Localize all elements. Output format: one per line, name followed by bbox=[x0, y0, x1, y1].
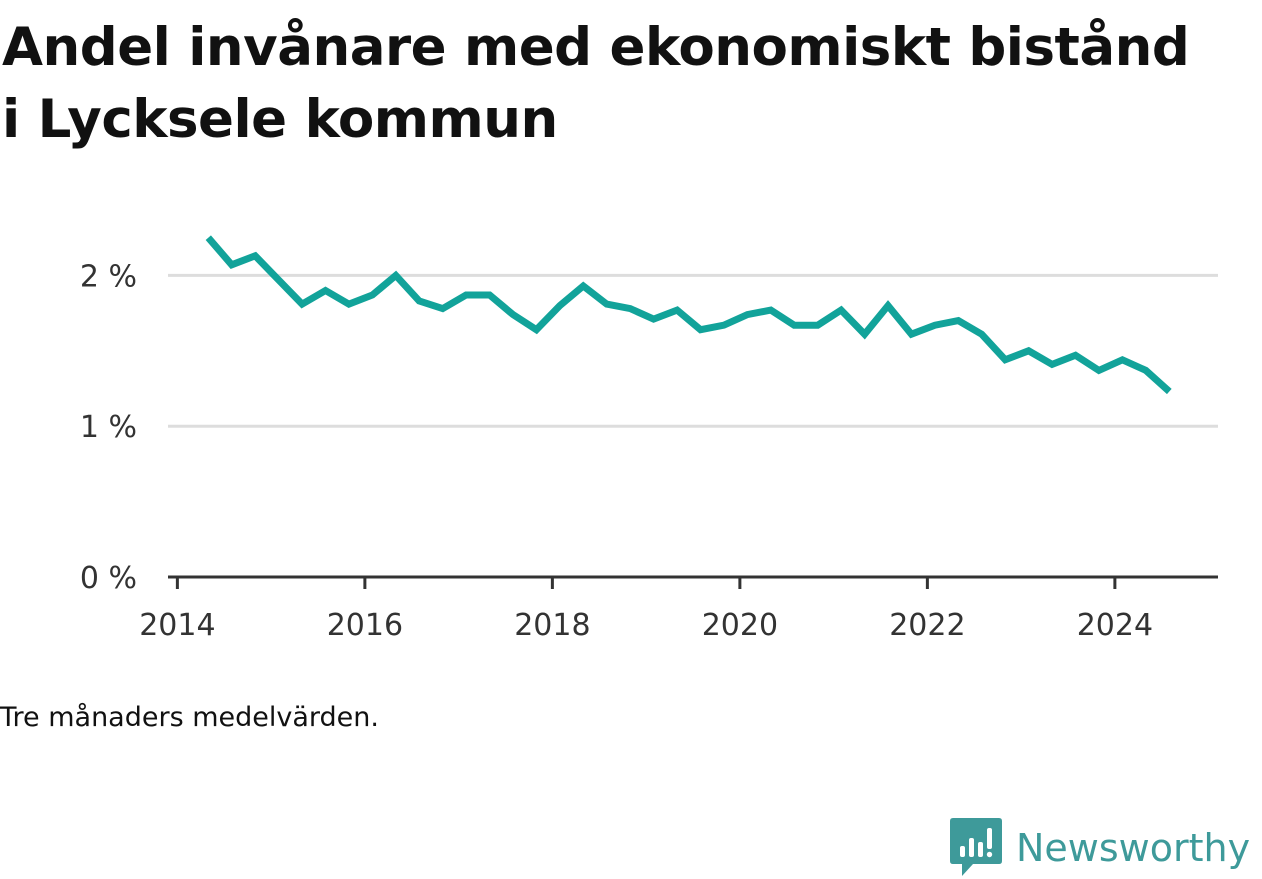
y-tick-label: 1 % bbox=[80, 410, 137, 445]
x-tick-label: 2022 bbox=[889, 608, 965, 643]
chart-title: Andel invånare med ekonomiskt bistånd i … bbox=[2, 17, 1190, 150]
x-axis-ticks: 2014 2016 2018 2020 2022 2024 bbox=[139, 577, 1153, 643]
x-tick-label: 2014 bbox=[139, 608, 215, 643]
line-chart: 0 % 1 % 2 % 2014 2016 2018 2020 2022 2024 bbox=[80, 235, 1218, 643]
gridlines bbox=[168, 273, 1218, 428]
series-layer bbox=[205, 235, 1172, 395]
x-tick-label: 2016 bbox=[327, 608, 403, 643]
y-tick-label: 2 % bbox=[80, 259, 137, 294]
x-tick-label: 2024 bbox=[1077, 608, 1153, 643]
brand-logo: Newsworthy bbox=[950, 818, 1250, 878]
y-tick-label: 0 % bbox=[80, 561, 137, 596]
series-line bbox=[205, 235, 1172, 395]
brand-name: Newsworthy bbox=[1016, 826, 1251, 870]
newsworthy-logo-icon bbox=[950, 818, 1002, 876]
y-axis-tick-labels: 0 % 1 % 2 % bbox=[80, 259, 137, 596]
x-tick-label: 2020 bbox=[702, 608, 778, 643]
chart-note: Tre månaders medelvärden. bbox=[0, 702, 379, 733]
x-tick-label: 2018 bbox=[514, 608, 590, 643]
